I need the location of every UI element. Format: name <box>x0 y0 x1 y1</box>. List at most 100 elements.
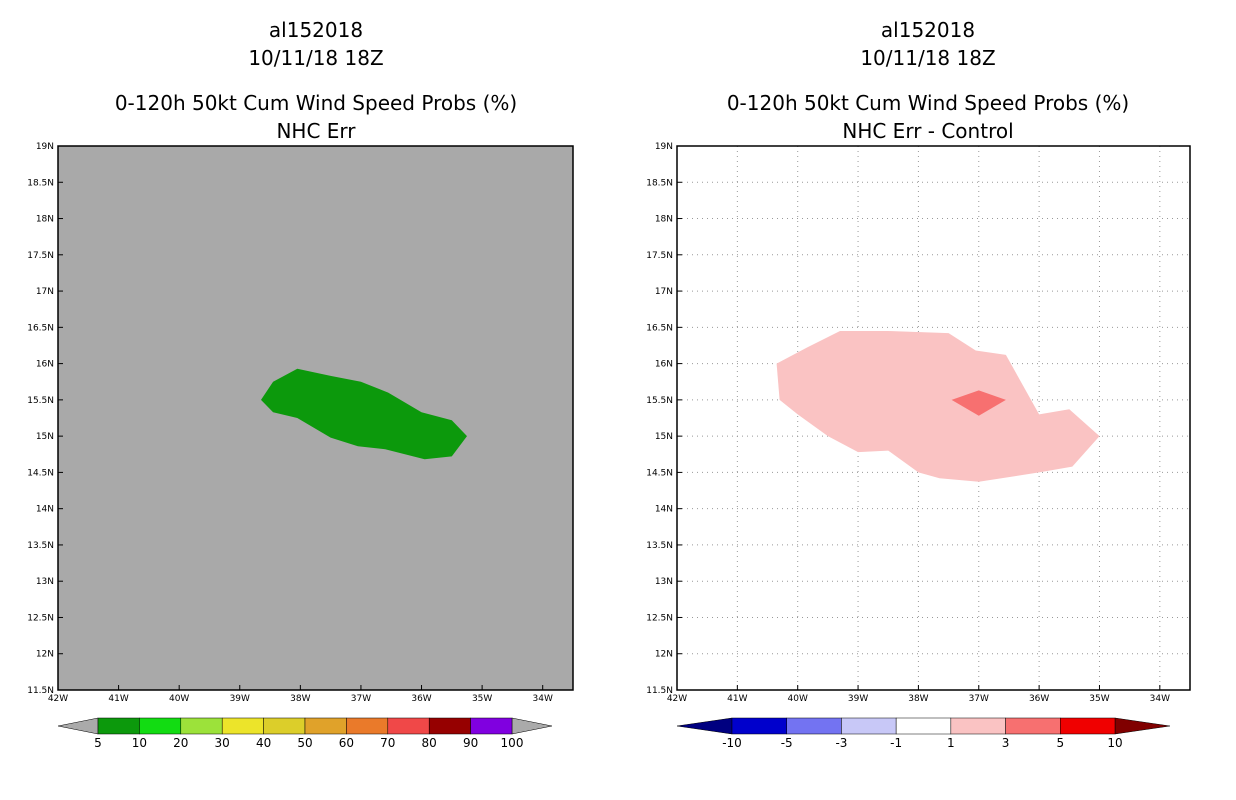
x-tick-label: 41W <box>727 694 747 704</box>
plot-frame <box>676 145 1191 691</box>
y-tick-label: 12.5N <box>646 613 673 623</box>
colorbar-swatch <box>841 717 897 735</box>
colorbar-label: 90 <box>463 736 478 750</box>
colorbar-high-end <box>511 717 553 735</box>
x-tick-label: 35W <box>1089 694 1109 704</box>
colorbar-label: 5 <box>1056 736 1064 750</box>
x-tick-label: 40W <box>169 694 189 704</box>
chart-1-title-line-3: 0-120h 50kt Cum Wind Speed Probs (%) <box>114 91 518 115</box>
y-tick-label: 17N <box>655 287 673 297</box>
x-tick-label: 38W <box>908 694 928 704</box>
x-tick-label: 34W <box>1150 694 1170 704</box>
colorbar-swatch <box>139 717 182 735</box>
colorbar-label: -3 <box>835 736 847 750</box>
y-tick-label: 16N <box>36 360 54 370</box>
colorbar-low-end <box>57 717 99 735</box>
chart-1-title-line-4: NHC Err <box>276 119 356 143</box>
colorbar: -10 -5 -3 -1 1 3 5 10 <box>676 717 1171 750</box>
colorbar-label: -10 <box>722 736 742 750</box>
colorbar-label: 1 <box>947 736 955 750</box>
colorbar-swatch <box>304 717 347 735</box>
y-tick-label: 18.5N <box>27 178 54 188</box>
colorbar-label: 30 <box>215 736 230 750</box>
chart-1-title-line-1: al152018 <box>268 18 364 42</box>
y-tick-label: 19N <box>36 142 54 152</box>
colorbar-swatch <box>950 717 1006 735</box>
colorbar-label: 10 <box>132 736 147 750</box>
chart-1-title-line-2: 10/11/18 18Z <box>248 46 384 70</box>
x-tick-label: 36W <box>411 694 431 704</box>
colorbar-swatch <box>1005 717 1061 735</box>
contour-region-3-5 <box>951 390 1006 416</box>
y-tick-label: 13N <box>655 577 673 587</box>
colorbar-swatch <box>263 717 306 735</box>
y-tick-label: 18N <box>655 215 673 225</box>
contour-region-5-10 <box>261 368 467 460</box>
colorbar-swatch <box>1060 717 1116 735</box>
y-tick-label: 11.5N <box>27 686 54 696</box>
colorbar-swatch <box>786 717 842 735</box>
colorbar-label: -1 <box>890 736 902 750</box>
y-tick-label: 14N <box>36 505 54 515</box>
colorbar-label: 50 <box>297 736 312 750</box>
y-tick-label: 12.5N <box>27 613 54 623</box>
y-tick-label: 16N <box>655 360 673 370</box>
y-tick-label: 16.5N <box>646 323 673 333</box>
chart-2-title-line-4: NHC Err - Control <box>842 119 1014 143</box>
colorbar-label: 70 <box>380 736 395 750</box>
chart-2-title-line-2: 10/11/18 18Z <box>860 46 996 70</box>
y-tick-label: 15N <box>36 432 54 442</box>
y-tick-label: 15.5N <box>27 396 54 406</box>
y-tick-label: 13N <box>36 577 54 587</box>
x-tick-label: 34W <box>533 694 553 704</box>
x-tick-label: 35W <box>472 694 492 704</box>
contour-region-1-3 <box>776 331 1100 482</box>
y-tick-label: 16.5N <box>27 323 54 333</box>
colorbar-swatch <box>387 717 430 735</box>
y-tick-label: 13.5N <box>27 541 54 551</box>
y-tick-label: 18.5N <box>646 178 673 188</box>
x-tick-label: 42W <box>667 694 687 704</box>
x-tick-label: 42W <box>48 694 68 704</box>
colorbar-label: 20 <box>173 736 188 750</box>
x-tick-label: 41W <box>108 694 128 704</box>
y-tick-label: 11.5N <box>646 686 673 696</box>
colorbar-swatch <box>428 717 471 735</box>
colorbar-label: 40 <box>256 736 271 750</box>
y-tick-label: 14.5N <box>646 468 673 478</box>
colorbar-swatch <box>895 717 952 735</box>
chart-1: 42W 41W 40W 39W 38W 37W 36W 35W 34W 11.5N 12N 12.5N… <box>27 142 574 750</box>
y-tick-label: 14.5N <box>27 468 54 478</box>
colorbar-label: 10 <box>1107 736 1122 750</box>
colorbar-swatch <box>470 717 513 735</box>
y-tick-label: 19N <box>655 142 673 152</box>
y-tick-label: 17.5N <box>646 251 673 261</box>
y-tick-label: 14N <box>655 505 673 515</box>
x-tick-label: 39W <box>848 694 868 704</box>
colorbar-low-end <box>676 717 733 735</box>
x-tick-label: 37W <box>969 694 989 704</box>
y-tick-label: 17N <box>36 287 54 297</box>
colorbar-swatch <box>97 717 140 735</box>
x-tick-label: 39W <box>230 694 250 704</box>
y-tick-label: 17.5N <box>27 251 54 261</box>
colorbar-swatch <box>221 717 264 735</box>
colorbar-label: 60 <box>339 736 354 750</box>
y-tick-label: 15N <box>655 432 673 442</box>
colorbar-high-end <box>1114 717 1171 735</box>
colorbar-label: 5 <box>94 736 102 750</box>
y-tick-label: 12N <box>36 650 54 660</box>
x-tick-label: 37W <box>351 694 371 704</box>
y-tick-label: 12N <box>655 650 673 660</box>
colorbar-swatch <box>731 717 787 735</box>
y-tick-label: 13.5N <box>646 541 673 551</box>
y-tick-label: 15.5N <box>646 396 673 406</box>
colorbar-label: 100 <box>501 736 524 750</box>
colorbar-swatch <box>180 717 223 735</box>
colorbar-swatch <box>346 717 389 735</box>
chart-2-title-line-1: al152018 <box>880 18 976 42</box>
x-tick-label: 40W <box>788 694 808 704</box>
y-tick-label: 18N <box>36 215 54 225</box>
colorbar-label: -5 <box>781 736 793 750</box>
